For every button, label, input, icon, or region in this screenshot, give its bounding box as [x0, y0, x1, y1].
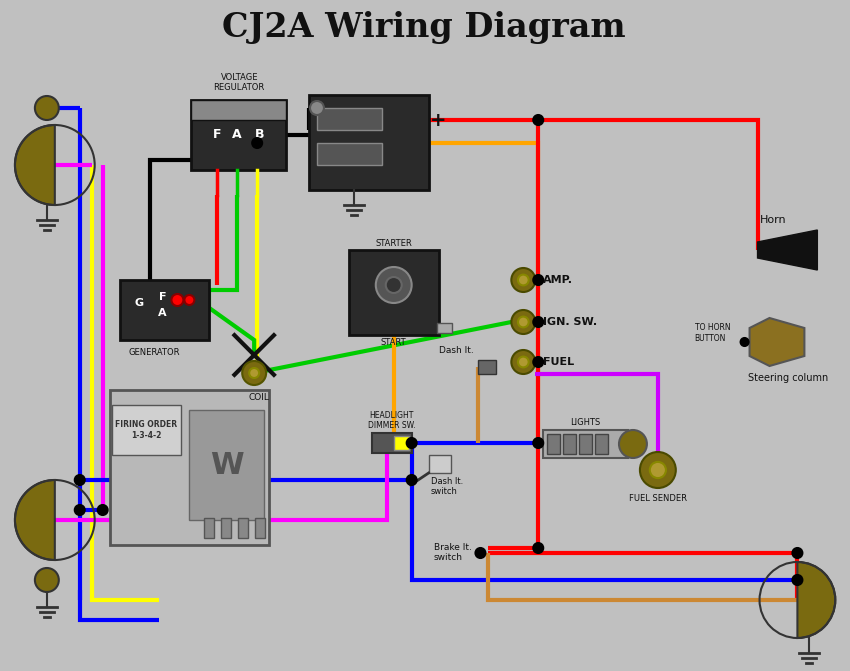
Bar: [120, 280, 209, 340]
Text: Brake lt.
switch: Brake lt. switch: [434, 543, 472, 562]
Bar: [579, 434, 592, 454]
Circle shape: [512, 268, 536, 292]
Circle shape: [533, 357, 543, 367]
Bar: [221, 518, 231, 538]
Polygon shape: [757, 230, 818, 270]
Bar: [191, 100, 286, 170]
Bar: [190, 410, 264, 520]
Circle shape: [533, 317, 543, 327]
Bar: [543, 430, 628, 458]
Circle shape: [75, 475, 85, 485]
Circle shape: [518, 317, 529, 327]
Bar: [394, 436, 409, 450]
Bar: [479, 360, 496, 374]
Circle shape: [310, 101, 324, 115]
Text: GENERATOR: GENERATOR: [128, 348, 180, 357]
Bar: [595, 434, 608, 454]
Bar: [111, 405, 181, 455]
Bar: [204, 518, 214, 538]
Circle shape: [792, 575, 802, 585]
Text: Dash lt.: Dash lt.: [439, 346, 473, 355]
Circle shape: [512, 310, 536, 334]
Text: F: F: [159, 292, 167, 302]
Text: IGN. SW.: IGN. SW.: [543, 317, 598, 327]
Circle shape: [533, 438, 543, 448]
Circle shape: [406, 475, 416, 485]
Circle shape: [184, 295, 195, 305]
Circle shape: [649, 462, 666, 478]
Bar: [348, 250, 439, 335]
Bar: [437, 323, 451, 333]
Text: AMP.: AMP.: [543, 275, 573, 285]
Bar: [317, 108, 382, 130]
Circle shape: [740, 338, 749, 346]
Text: Steering column: Steering column: [747, 373, 828, 383]
Text: FUEL SENDER: FUEL SENDER: [629, 494, 687, 503]
Text: Horn: Horn: [760, 215, 786, 225]
Text: G: G: [135, 298, 144, 308]
Text: LIGHTS: LIGHTS: [570, 418, 600, 427]
Circle shape: [242, 361, 266, 385]
Text: A: A: [232, 129, 242, 142]
Bar: [191, 100, 286, 120]
Text: W: W: [211, 450, 244, 480]
Circle shape: [406, 438, 416, 448]
Circle shape: [376, 267, 411, 303]
Circle shape: [619, 430, 647, 458]
Circle shape: [35, 568, 59, 592]
Bar: [564, 434, 576, 454]
Bar: [110, 390, 269, 545]
Circle shape: [475, 548, 485, 558]
Text: F: F: [213, 129, 222, 142]
Text: FUEL: FUEL: [543, 357, 575, 367]
Circle shape: [249, 368, 259, 378]
Bar: [371, 433, 411, 453]
Text: COIL: COIL: [249, 393, 269, 402]
Text: STARTER: STARTER: [376, 239, 412, 248]
Bar: [309, 95, 428, 190]
Wedge shape: [15, 480, 54, 560]
Text: TO HORN
BUTTON: TO HORN BUTTON: [694, 323, 730, 343]
Bar: [317, 143, 382, 165]
Circle shape: [386, 277, 402, 293]
Wedge shape: [797, 562, 836, 638]
Text: FIRING ORDER
1-3-4-2: FIRING ORDER 1-3-4-2: [116, 420, 178, 440]
Text: B: B: [254, 129, 264, 142]
Circle shape: [172, 294, 184, 306]
Text: CJ2A Wiring Diagram: CJ2A Wiring Diagram: [222, 11, 626, 44]
Circle shape: [98, 505, 108, 515]
Circle shape: [640, 452, 676, 488]
Circle shape: [533, 275, 543, 285]
Text: VOLTAGE
REGULATOR: VOLTAGE REGULATOR: [213, 72, 265, 92]
Circle shape: [533, 543, 543, 553]
Wedge shape: [15, 125, 54, 205]
Circle shape: [35, 96, 59, 120]
Circle shape: [252, 138, 262, 148]
Circle shape: [518, 356, 529, 368]
Text: Dash lt.
switch: Dash lt. switch: [431, 477, 463, 497]
Bar: [547, 434, 560, 454]
Circle shape: [75, 505, 85, 515]
Bar: [255, 518, 265, 538]
Polygon shape: [750, 318, 804, 366]
Bar: [238, 518, 248, 538]
Text: +: +: [430, 111, 447, 130]
Bar: [428, 455, 450, 473]
Text: HEADLIGHT
DIMMER SW.: HEADLIGHT DIMMER SW.: [368, 411, 416, 430]
Circle shape: [792, 548, 802, 558]
Text: START: START: [381, 338, 406, 347]
Circle shape: [533, 115, 543, 125]
Circle shape: [512, 350, 536, 374]
Circle shape: [518, 274, 529, 285]
Text: A: A: [158, 308, 167, 318]
